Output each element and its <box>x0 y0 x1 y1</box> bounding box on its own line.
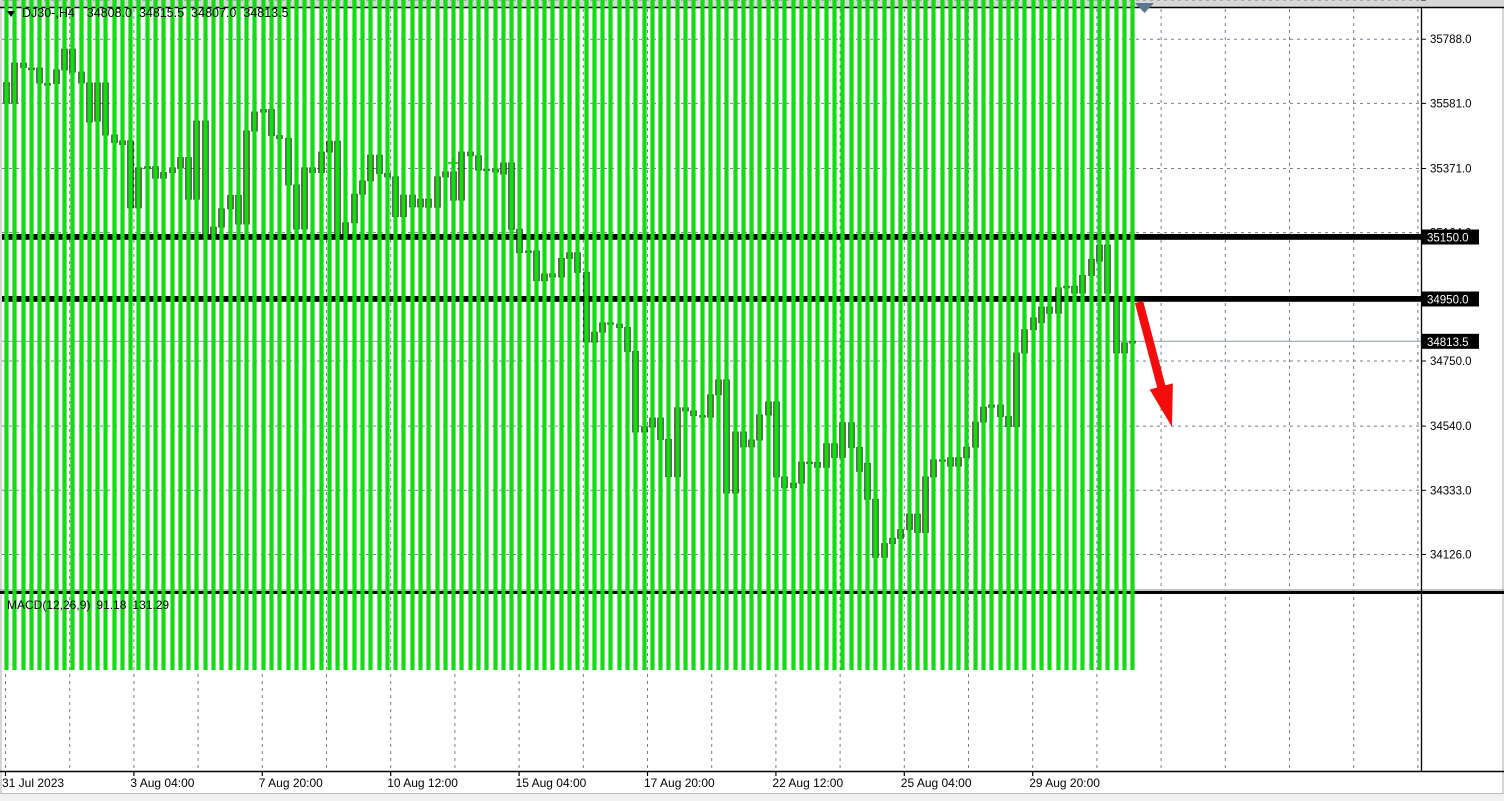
svg-text:3 Aug 04:00: 3 Aug 04:00 <box>130 776 194 790</box>
svg-text:-217.51: -217.51 <box>1428 0 1467 3</box>
svg-text:34813.5: 34813.5 <box>1427 337 1469 349</box>
chart-title-bar: DJ30-,H4 34808.0 34815.5 34807.0 34813.5 <box>7 5 296 21</box>
macd-main-value: 91.18 <box>96 598 127 612</box>
svg-text:34750.0: 34750.0 <box>1430 356 1472 368</box>
macd-indicator-label: MACD(12,26,9) 91.18 131.29 <box>7 598 175 612</box>
svg-text:0.00: 0.00 <box>1428 0 1450 3</box>
ohlc-high-value: 34815.5 <box>138 6 185 20</box>
time-axis: 31 Jul 2023 3 Aug 04:00 7 Aug 20:00 10 Aug … <box>2 772 1100 790</box>
macd-name-label[interactable]: MACD(12,26,9) <box>7 598 91 612</box>
svg-text:29 Aug 20:00: 29 Aug 20:00 <box>1029 776 1100 790</box>
svg-text:25 Aug 04:00: 25 Aug 04:00 <box>901 776 972 790</box>
svg-text:34333.0: 34333.0 <box>1430 485 1472 497</box>
price-axis: 35788.035581.035371.035164.034750.034540… <box>1421 0 1479 561</box>
svg-text:22 Aug 12:00: 22 Aug 12:00 <box>772 776 843 790</box>
symbol-dropdown-icon[interactable] <box>7 10 15 17</box>
svg-text:35150.0: 35150.0 <box>1427 233 1469 245</box>
top-marker-icon[interactable] <box>1135 3 1154 13</box>
ohlc-open-value: 34808.0 <box>86 6 132 20</box>
svg-text:34950.0: 34950.0 <box>1427 295 1469 307</box>
ohlc-low-value: 34807.0 <box>191 6 237 20</box>
price-badge <box>1422 291 1479 307</box>
svg-text:7 Aug 20:00: 7 Aug 20:00 <box>259 776 323 790</box>
price-badge <box>1422 229 1479 245</box>
svg-text:35371.0: 35371.0 <box>1430 163 1472 175</box>
macd-signal-value: 131.29 <box>132 598 170 612</box>
svg-text:35581.0: 35581.0 <box>1430 98 1472 110</box>
red-down-arrow-shaft[interactable] <box>1134 300 1167 394</box>
svg-text:17 Aug 20:00: 17 Aug 20:00 <box>644 776 715 790</box>
svg-text:10 Aug 12:00: 10 Aug 12:00 <box>387 776 458 790</box>
symbol-timeframe-label[interactable]: DJ30-,H4 <box>22 6 75 20</box>
macd-histogram <box>4 0 1135 670</box>
svg-text:172.75: 172.75 <box>1428 0 1463 3</box>
svg-text:15 Aug 04:00: 15 Aug 04:00 <box>516 776 587 790</box>
svg-text:34126.0: 34126.0 <box>1430 549 1472 561</box>
red-down-arrow-head[interactable] <box>1149 383 1173 427</box>
svg-text:35788.0: 35788.0 <box>1430 34 1472 46</box>
svg-text:31 Jul 2023: 31 Jul 2023 <box>2 776 64 790</box>
price-badge <box>1422 333 1479 349</box>
ohlc-close-value: 34813.5 <box>243 6 289 20</box>
svg-text:34540.0: 34540.0 <box>1430 421 1472 433</box>
